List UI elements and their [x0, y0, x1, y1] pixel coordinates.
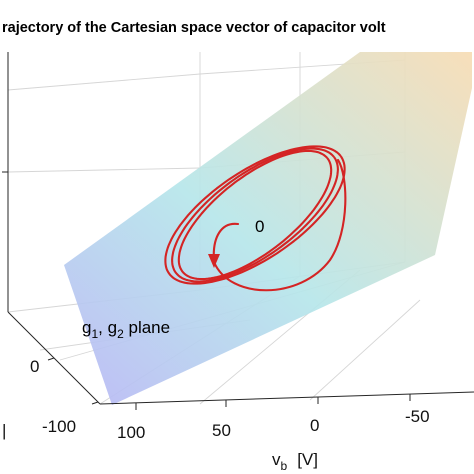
plane-label: g1, g2 plane	[82, 318, 170, 341]
trajectory-series	[164, 145, 347, 292]
x-tick-label: 100	[117, 423, 145, 442]
chart-title: rajectory of the Cartesian space vector …	[2, 20, 386, 36]
y-tick-label: -100	[42, 417, 76, 436]
trajectory-orbit	[171, 147, 339, 283]
g1-g2-plane	[64, 52, 472, 405]
x-tick-label: 0	[310, 416, 319, 435]
trajectory-orbit	[164, 145, 346, 285]
y-axis-fragment: |	[2, 421, 6, 440]
tick-marks	[47, 357, 411, 410]
x-tick-label: 50	[212, 421, 231, 440]
trajectory-orbit	[177, 149, 333, 281]
y-tick-label: 0	[30, 357, 39, 376]
start-point-label: 0	[255, 217, 264, 236]
x-tick-label: -50	[405, 407, 430, 426]
trajectory-lower-loop	[212, 158, 347, 292]
trajectory-direction-arrow	[208, 254, 220, 268]
x-axis-label: vb [V]	[272, 450, 318, 473]
